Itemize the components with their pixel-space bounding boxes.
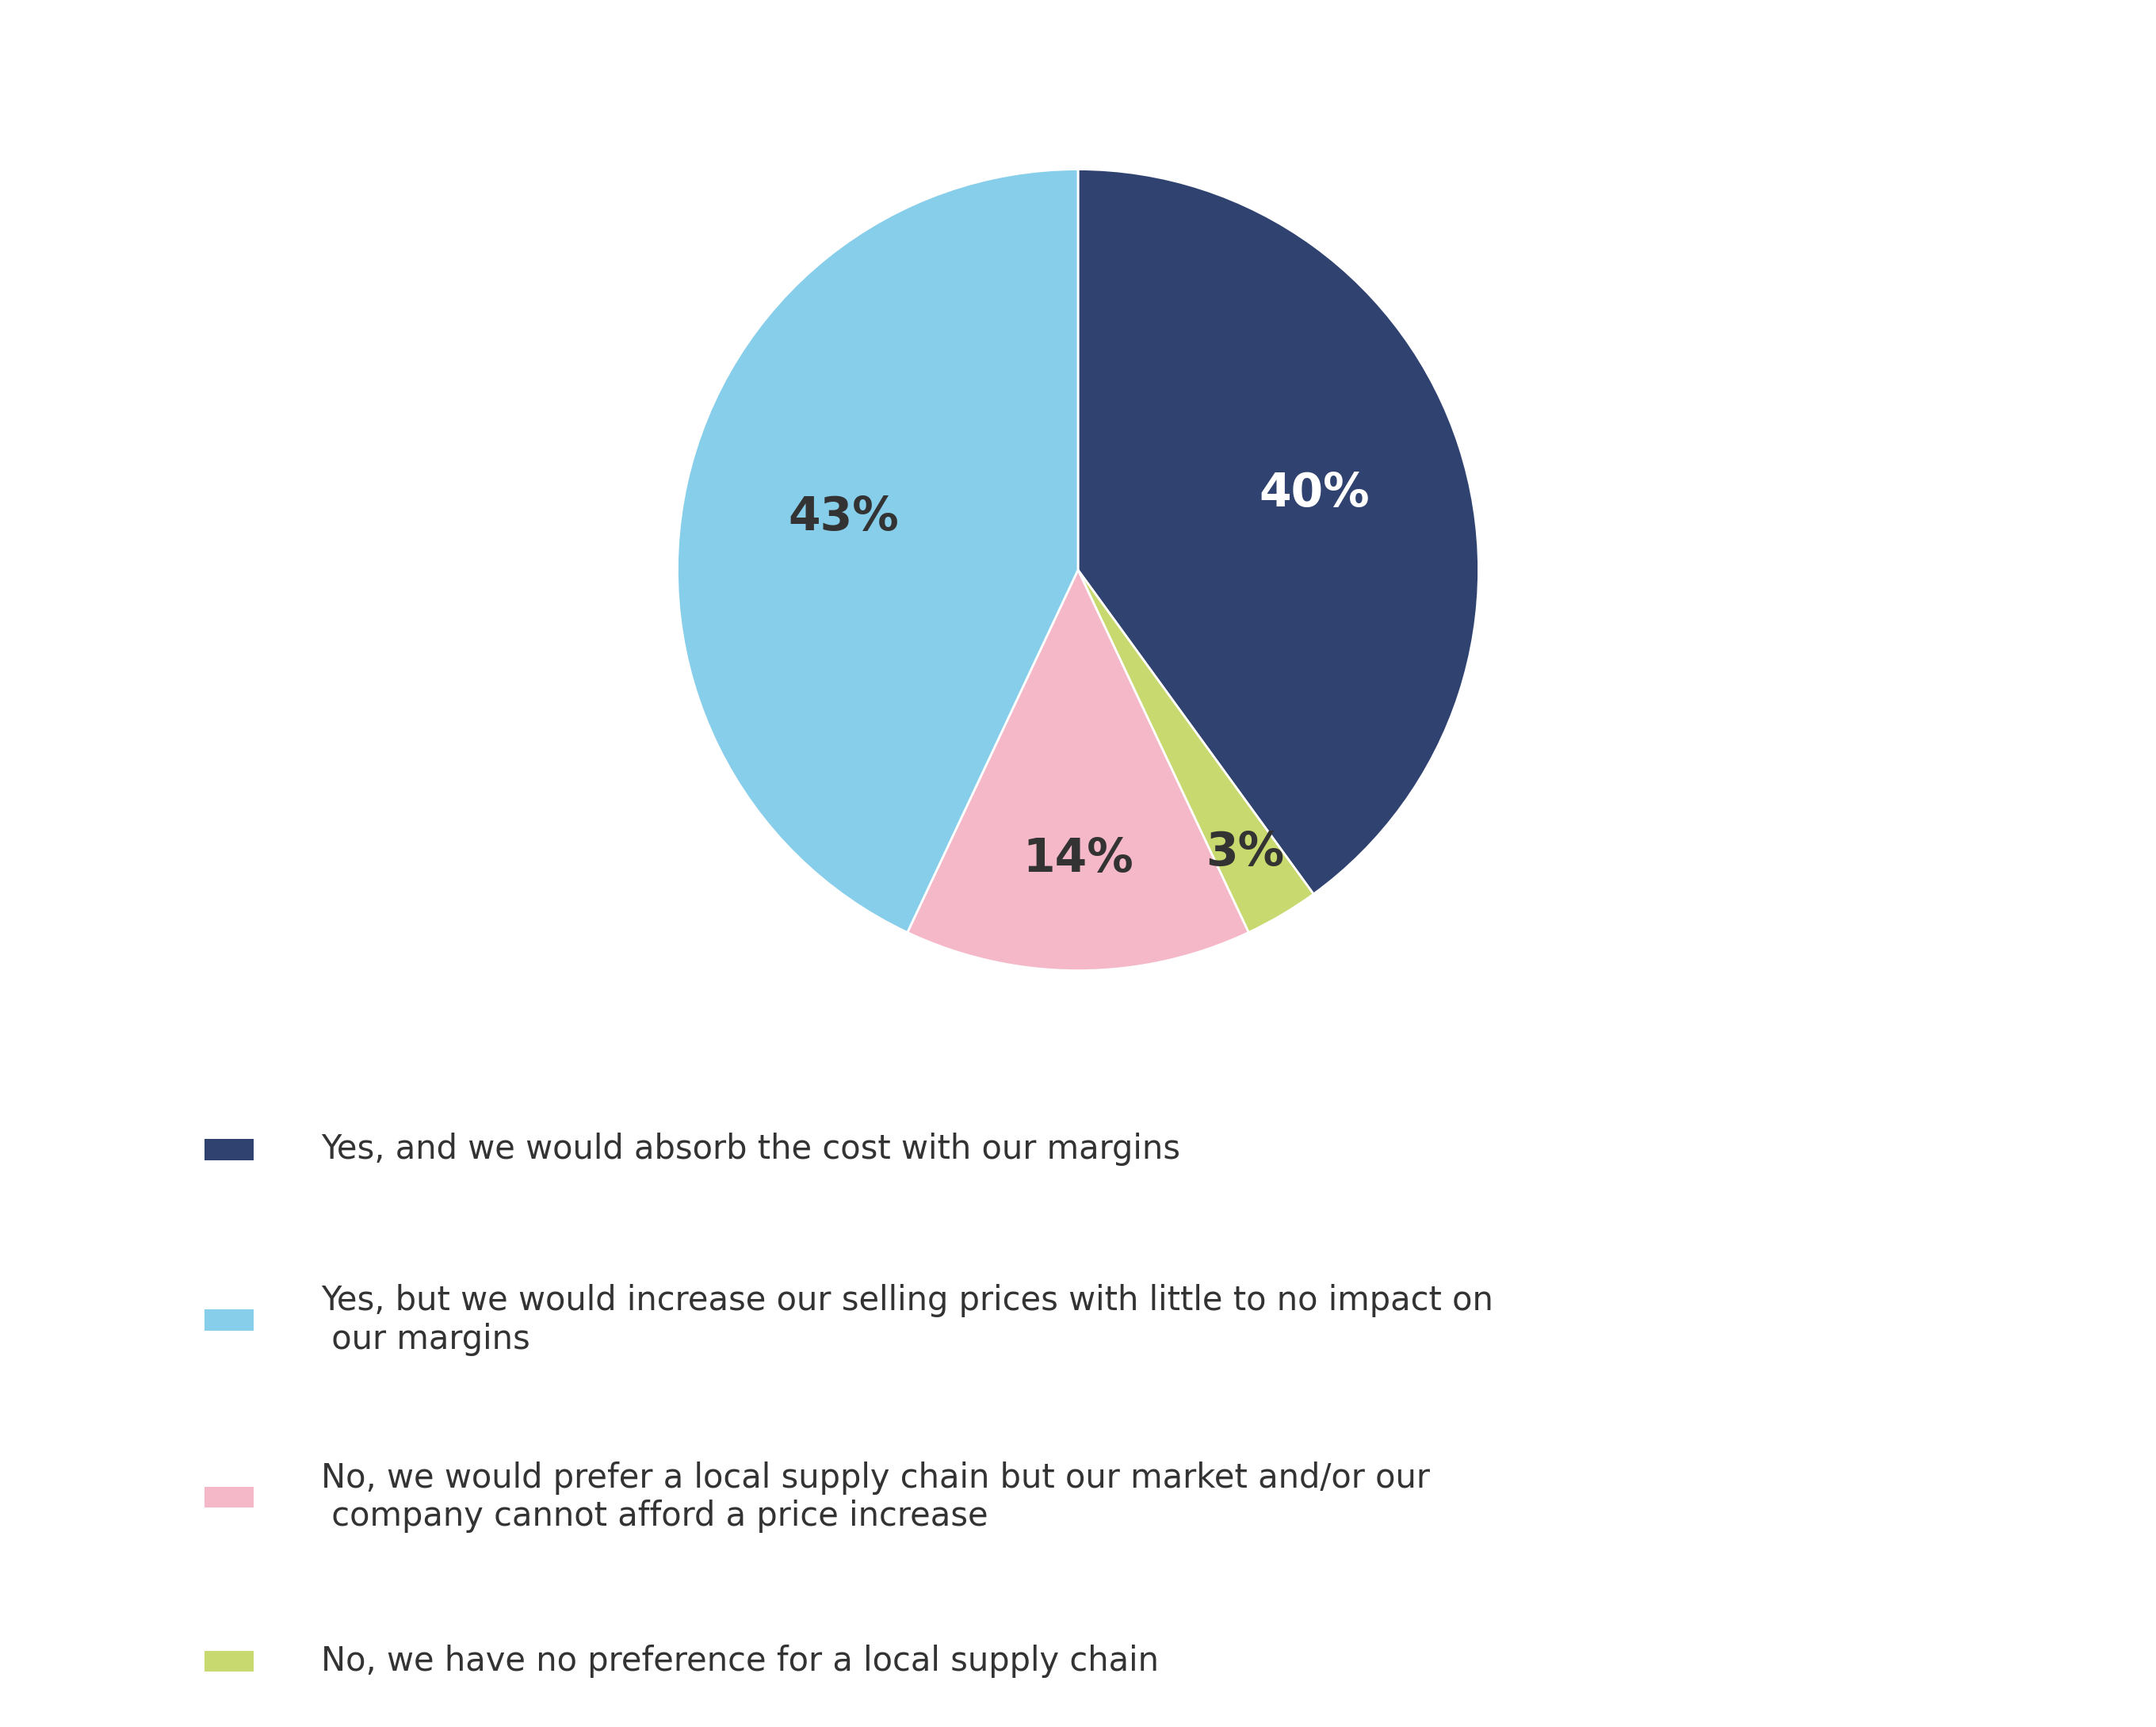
- Text: Yes, and we would absorb the cost with our margins: Yes, and we would absorb the cost with o…: [321, 1133, 1181, 1166]
- FancyBboxPatch shape: [205, 1651, 254, 1672]
- Wedge shape: [677, 169, 1078, 933]
- Wedge shape: [1078, 169, 1479, 895]
- Text: 3%: 3%: [1205, 831, 1285, 876]
- Text: No, we have no preference for a local supply chain: No, we have no preference for a local su…: [321, 1644, 1160, 1679]
- Text: Yes, but we would increase our selling prices with little to no impact on
 our m: Yes, but we would increase our selling p…: [321, 1285, 1494, 1356]
- Text: 43%: 43%: [787, 496, 899, 541]
- Text: 40%: 40%: [1259, 470, 1369, 516]
- Text: 14%: 14%: [1022, 836, 1134, 881]
- FancyBboxPatch shape: [205, 1309, 254, 1330]
- Wedge shape: [908, 570, 1248, 971]
- FancyBboxPatch shape: [205, 1487, 254, 1508]
- Wedge shape: [1078, 570, 1313, 933]
- FancyBboxPatch shape: [205, 1140, 254, 1161]
- Text: No, we would prefer a local supply chain but our market and/or our
 company cann: No, we would prefer a local supply chain…: [321, 1461, 1429, 1534]
